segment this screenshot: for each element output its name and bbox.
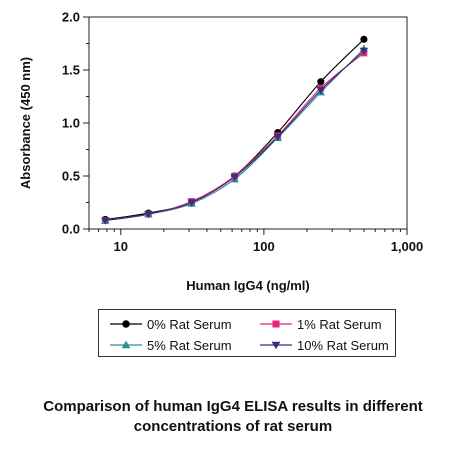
series-lines (105, 38, 365, 222)
y-tick-label: 1.0 (62, 116, 80, 131)
x-tick-label: 10 (114, 239, 128, 254)
y-axis: 0.0 0.5 1.0 1.5 2.0 (62, 10, 89, 237)
series-line (105, 48, 365, 222)
caption-line-1: Comparison of human IgG4 ELISA results i… (43, 398, 423, 415)
x-tick-label: 1,000 (391, 239, 424, 254)
series-markers (101, 35, 369, 225)
figure-caption: Comparison of human IgG4 ELISA results i… (0, 397, 466, 437)
legend-entry: 10% Rat Serum (259, 335, 389, 355)
y-tick-label: 2.0 (62, 10, 80, 25)
legend-entry: 0% Rat Serum (109, 314, 232, 334)
series-line (105, 50, 365, 222)
data-point (360, 35, 368, 43)
data-point (121, 340, 131, 349)
data-point (101, 217, 110, 225)
data-point (122, 320, 130, 328)
x-axis-title: Human IgG4 (ng/ml) (186, 278, 310, 293)
data-point (316, 86, 326, 95)
plot-frame (88, 16, 408, 230)
y-tick-label: 0.5 (62, 169, 80, 184)
x-tick-label: 100 (253, 239, 275, 254)
x-axis: 10 100 1,000 (88, 229, 424, 254)
caption-line-2: concentrations of rat serum (133, 418, 333, 435)
series-line (105, 38, 365, 221)
data-point (144, 211, 153, 219)
legend-symbol (110, 340, 142, 349)
data-point (187, 199, 196, 207)
legend-symbol (260, 341, 292, 350)
legend-label: 5% Rat Serum (147, 337, 232, 353)
data-point (273, 133, 282, 141)
data-point (317, 78, 325, 86)
legend-entry: 5% Rat Serum (109, 335, 232, 355)
legend-symbol (260, 320, 292, 328)
legend-label: 0% Rat Serum (147, 316, 232, 332)
legend-symbol (110, 320, 142, 328)
data-point (271, 341, 281, 350)
series-line (105, 52, 365, 222)
legend-entry: 1% Rat Serum (259, 314, 382, 334)
data-point (359, 47, 369, 56)
y-tick-label: 1.5 (62, 63, 80, 78)
chart-svg: Absorbance (450 nm) Human IgG4 (ng/ml) 0… (18, 10, 424, 294)
data-point (272, 320, 280, 328)
y-tick-label: 0.0 (62, 222, 80, 237)
data-point (230, 173, 239, 182)
legend: 0% Rat Serum 1% Rat Serum 5% Rat Serum 10% … (98, 309, 396, 357)
legend-label: 10% Rat Serum (297, 337, 389, 353)
legend-label: 1% Rat Serum (297, 316, 382, 332)
y-axis-title: Absorbance (450 nm) (18, 57, 33, 189)
